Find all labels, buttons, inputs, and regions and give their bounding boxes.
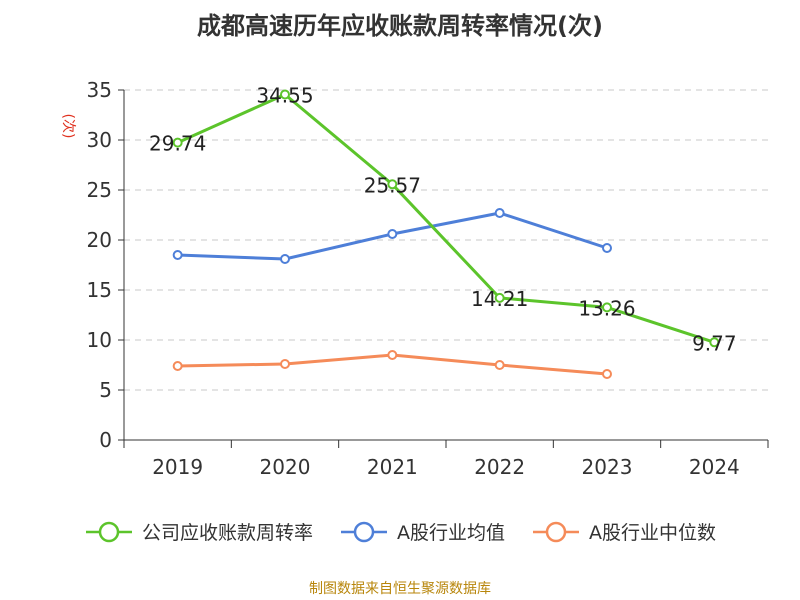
data-point xyxy=(387,350,398,360)
data-point xyxy=(602,302,612,313)
data-label: 25.57 xyxy=(364,173,421,197)
data-label: 14.21 xyxy=(471,287,528,311)
y-tick-label: 15 xyxy=(87,278,112,302)
legend-item[interactable]: A股行业中位数 xyxy=(531,518,716,545)
y-tick-label: 20 xyxy=(87,228,112,252)
data-point xyxy=(172,250,183,260)
y-tick-label: 35 xyxy=(87,78,112,102)
legend-label: A股行业均值 xyxy=(397,522,505,544)
y-tick-label: 0 xyxy=(99,428,112,452)
legend-symbol xyxy=(533,521,579,542)
y-tick-label: 5 xyxy=(99,378,112,402)
legend-item[interactable]: A股行业均值 xyxy=(339,518,505,545)
y-tick-label: 10 xyxy=(87,328,112,352)
data-label: 13.26 xyxy=(578,296,635,320)
y-axis-label: (次) xyxy=(60,114,76,139)
x-tick-label: 2024 xyxy=(689,455,740,479)
data-point xyxy=(172,361,183,371)
data-point xyxy=(280,254,290,264)
data-point xyxy=(494,360,505,370)
legend-item[interactable]: 公司应收账款周转率 xyxy=(84,518,313,545)
x-tick-label: 2019 xyxy=(152,455,203,479)
chart-title: 成都高速历年应收账款周转率情况(次) xyxy=(197,12,603,40)
x-tick-label: 2021 xyxy=(367,455,418,479)
data-label: 9.77 xyxy=(692,331,737,355)
series-line xyxy=(177,93,715,344)
data-point xyxy=(387,179,398,190)
legend-label: A股行业中位数 xyxy=(589,522,716,544)
data-point xyxy=(280,89,290,100)
legend-symbol xyxy=(85,521,132,542)
y-tick-label: 30 xyxy=(87,128,112,152)
data-point xyxy=(494,208,505,218)
source-note: 制图数据来自恒生聚源数据库 xyxy=(309,581,491,597)
data-point xyxy=(494,292,505,303)
plot-area: 0 5 10 15 20 25 30 35 2019 2020 2021 2022 2023 2024 (次… xyxy=(60,78,769,479)
data-point xyxy=(280,359,290,369)
data-point xyxy=(709,337,720,348)
data-point xyxy=(172,137,183,148)
legend-label: 公司应收账款周转率 xyxy=(141,522,313,544)
x-tick-label: 2020 xyxy=(260,455,311,479)
data-point xyxy=(387,229,398,239)
legend-symbol xyxy=(341,521,387,542)
x-tick-label: 2022 xyxy=(474,455,525,479)
data-point xyxy=(602,243,612,253)
data-label: 29.74 xyxy=(149,132,206,156)
x-tick-label: 2023 xyxy=(582,455,633,479)
y-tick-label: 25 xyxy=(87,178,112,202)
data-point xyxy=(602,369,612,379)
legend: 公司应收账款周转率 A股行业均值 A股行业中位数 xyxy=(0,518,800,545)
data-label: 34.55 xyxy=(256,84,313,108)
